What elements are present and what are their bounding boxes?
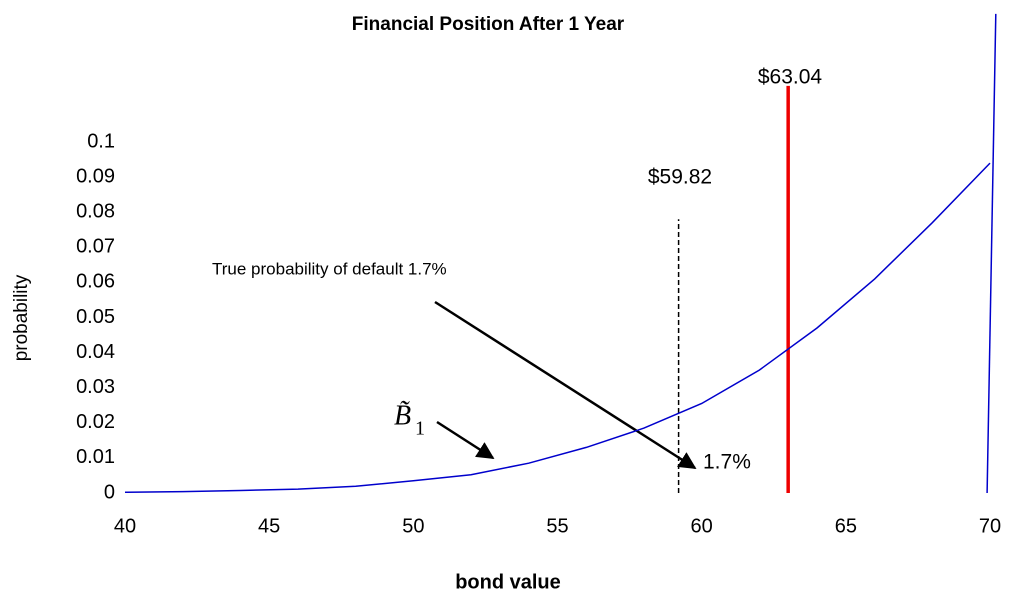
curve-label: B̃ (394, 400, 411, 431)
x-tick-label: 50 (402, 515, 424, 537)
annotation: 1.7% (703, 451, 751, 474)
arrow (436, 420, 495, 460)
arrow (434, 300, 697, 470)
y-axis-title: probability (11, 274, 32, 361)
x-tick-label: 70 (979, 515, 1001, 537)
y-tick-label: 0.04 (76, 341, 115, 363)
y-tick-label: 0.08 (76, 200, 115, 222)
annotation: $63.04 (758, 66, 823, 89)
line (124, 162, 991, 494)
x-tick-label: 65 (835, 515, 857, 537)
line (986, 13, 997, 494)
chart-title: Financial Position After 1 Year (352, 14, 625, 35)
curve-label-sub: 1 (415, 418, 425, 440)
y-tick-label: 0.03 (76, 376, 115, 398)
y-tick-label: 0.02 (76, 411, 115, 433)
x-tick-label: 40 (114, 515, 136, 537)
annotation: $59.82 (648, 166, 712, 189)
x-tick-label: 45 (258, 515, 280, 537)
annotation: True probability of default 1.7% (212, 259, 447, 278)
y-tick-label: 0.01 (76, 446, 115, 468)
x-tick-label: 60 (691, 515, 713, 537)
y-tick-label: 0.05 (76, 306, 115, 328)
x-axis-title: bond value (455, 571, 561, 593)
y-tick-label: 0.09 (76, 165, 115, 187)
x-tick-label: 55 (546, 515, 568, 537)
y-tick-label: 0.1 (87, 130, 115, 152)
y-tick-label: 0.07 (76, 236, 115, 258)
y-tick-label: 0.06 (76, 271, 115, 293)
y-tick-label: 0 (104, 481, 115, 503)
